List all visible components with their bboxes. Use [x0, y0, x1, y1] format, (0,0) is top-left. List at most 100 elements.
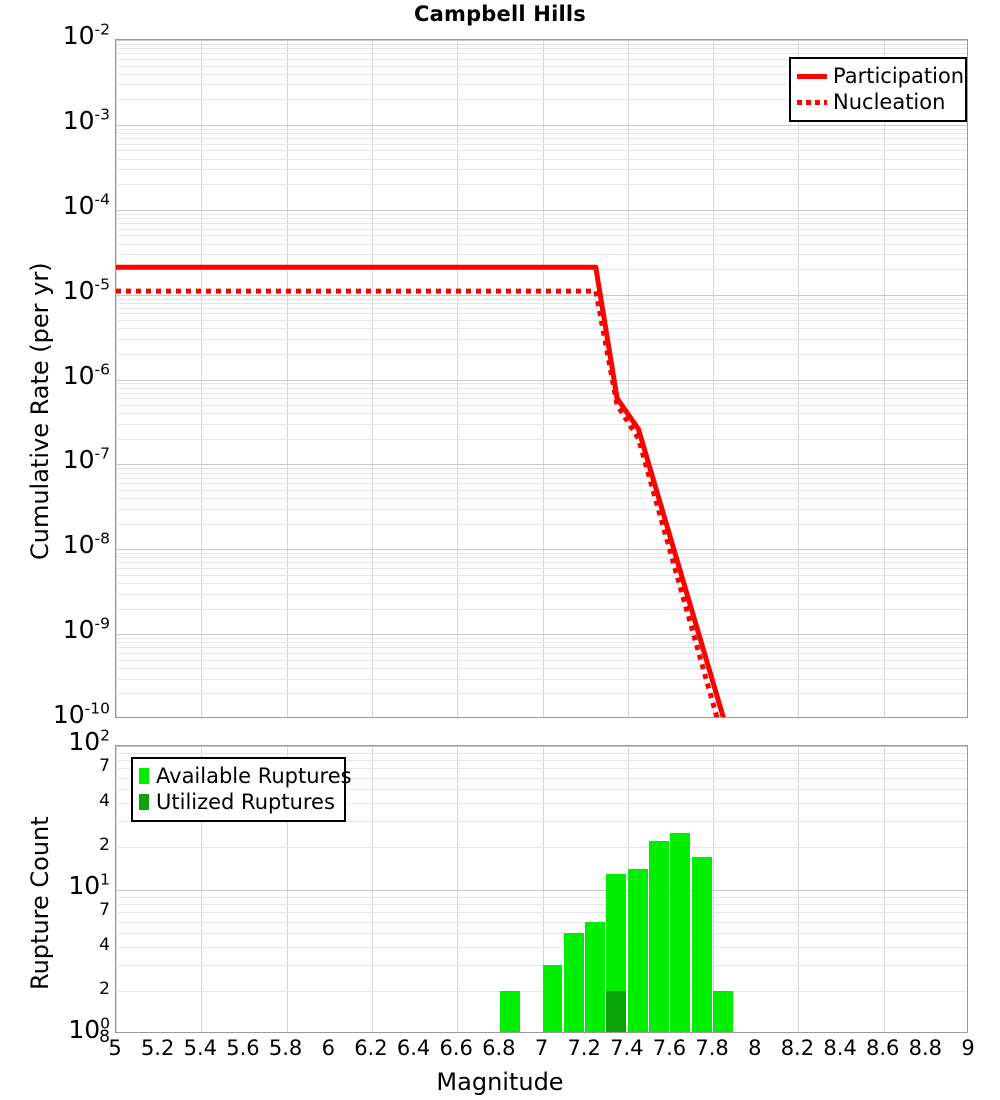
y-tick-label-minor: 4 — [99, 935, 110, 956]
grid-line-minor — [116, 693, 967, 694]
grid-line-major — [116, 549, 967, 550]
grid-line-vertical — [542, 40, 544, 717]
grid-line-minor — [116, 789, 967, 790]
grid-line-vertical — [457, 746, 459, 1032]
grid-line-minor — [116, 328, 967, 329]
grid-line-minor — [116, 44, 967, 45]
x-tick-label: 9 — [961, 1036, 975, 1060]
bottom-y-tick-labels: 100 101 102 2 4 7 2 4 7 8 — [0, 0, 110, 1100]
solid-line-icon — [797, 73, 827, 79]
bottom-grid — [116, 746, 967, 1032]
grid-line-minor — [116, 473, 967, 474]
chart-title: Campbell Hills — [414, 2, 586, 26]
x-tick-label: 8 — [748, 1036, 762, 1060]
legend-label-available: Available Ruptures — [156, 763, 352, 788]
grid-line-minor — [116, 468, 967, 469]
legend-item-participation[interactable]: Participation — [797, 63, 964, 89]
grid-line-minor — [116, 583, 967, 584]
histogram-bar — [627, 868, 648, 1032]
y-tick-label-minor: 8 — [99, 1027, 110, 1047]
grid-line-minor — [116, 159, 967, 160]
mfd-curves-svg — [116, 264, 726, 717]
grid-line-vertical — [286, 40, 288, 717]
available-color-icon — [139, 768, 149, 784]
grid-line-vertical — [371, 40, 373, 717]
grid-line-minor — [116, 568, 967, 569]
grid-line-minor — [116, 398, 967, 399]
grid-line-minor — [116, 638, 967, 639]
grid-line-minor — [116, 594, 967, 595]
grid-line-minor — [116, 778, 967, 779]
y-tick-label: 100 — [68, 1014, 110, 1044]
x-tick-label: 5.6 — [226, 1036, 260, 1060]
histogram-bar — [691, 856, 712, 1032]
grid-line-minor — [116, 133, 967, 134]
grid-line-minor — [116, 478, 967, 479]
legend-item-nucleation[interactable]: Nucleation — [797, 89, 957, 115]
x-tick-label: 6.2 — [354, 1036, 388, 1060]
grid-line-vertical — [286, 746, 288, 1032]
grid-line-minor — [116, 214, 967, 215]
legend-item-available[interactable]: Available Ruptures — [139, 763, 352, 789]
x-tick-label: 7.8 — [695, 1036, 729, 1060]
y-tick-label: 10-8 — [62, 529, 110, 560]
x-tick-label: 6.8 — [482, 1036, 516, 1060]
bottom-legend: Available Ruptures Utilized Ruptures — [131, 757, 352, 822]
legend-item-utilized[interactable]: Utilized Ruptures — [139, 789, 336, 815]
top-grid — [116, 40, 967, 717]
grid-line-minor — [116, 53, 967, 54]
grid-line-minor — [116, 498, 967, 499]
grid-line-minor — [116, 138, 967, 139]
histogram-bar — [499, 990, 520, 1032]
grid-line-vertical — [627, 40, 629, 717]
grid-line-minor — [116, 557, 967, 558]
grid-line-minor — [116, 223, 967, 224]
grid-line-minor — [116, 218, 967, 219]
x-tick-label: 7.4 — [610, 1036, 644, 1060]
x-tick-label: 6.6 — [439, 1036, 473, 1060]
grid-line-minor — [116, 760, 967, 761]
grid-line-minor — [116, 99, 967, 100]
grid-line-minor — [116, 524, 967, 525]
legend-label-utilized: Utilized Ruptures — [156, 789, 335, 814]
x-tick-label: 7 — [534, 1036, 549, 1060]
x-tick-label: 6 — [321, 1036, 335, 1060]
grid-line-minor — [116, 904, 967, 905]
grid-line-major — [116, 40, 967, 41]
grid-line-minor — [116, 660, 967, 661]
grid-line-minor — [116, 303, 967, 304]
x-tick-label: 8.8 — [908, 1036, 943, 1060]
grid-line-minor — [116, 647, 967, 648]
grid-line-minor — [116, 299, 967, 300]
grid-line-minor — [116, 184, 967, 185]
y-tick-label-minor: 7 — [99, 756, 110, 777]
grid-line-vertical — [201, 746, 203, 1032]
y-tick-label: 10-2 — [62, 20, 110, 50]
grid-line-major — [116, 746, 967, 747]
histogram-bar — [649, 840, 669, 1032]
grid-line-major — [116, 380, 967, 381]
rupture-histogram — [116, 746, 967, 1032]
grid-line-minor — [116, 803, 967, 804]
grid-line-vertical — [883, 746, 885, 1032]
histogram-bar — [606, 873, 627, 1032]
histogram-bar — [585, 921, 605, 1032]
grid-line-vertical — [798, 40, 800, 717]
grid-line-vertical — [713, 40, 715, 717]
x-tick-label: 5 — [108, 1036, 122, 1060]
histogram-bar — [670, 832, 691, 1032]
grid-line-vertical — [883, 40, 885, 717]
grid-line-minor — [116, 74, 967, 75]
grid-line-major — [116, 634, 967, 635]
grid-line-minor — [116, 575, 967, 576]
dotted-line-icon — [797, 99, 827, 105]
grid-line-vertical — [713, 746, 715, 1032]
grid-line-minor — [116, 483, 967, 484]
grid-line-minor — [116, 254, 967, 255]
grid-line-vertical — [542, 746, 544, 1032]
grid-line-minor — [116, 922, 967, 923]
grid-line-minor — [116, 235, 967, 236]
grid-line-minor — [116, 84, 967, 85]
grid-line-minor — [116, 562, 967, 563]
grid-line-minor — [116, 339, 967, 340]
